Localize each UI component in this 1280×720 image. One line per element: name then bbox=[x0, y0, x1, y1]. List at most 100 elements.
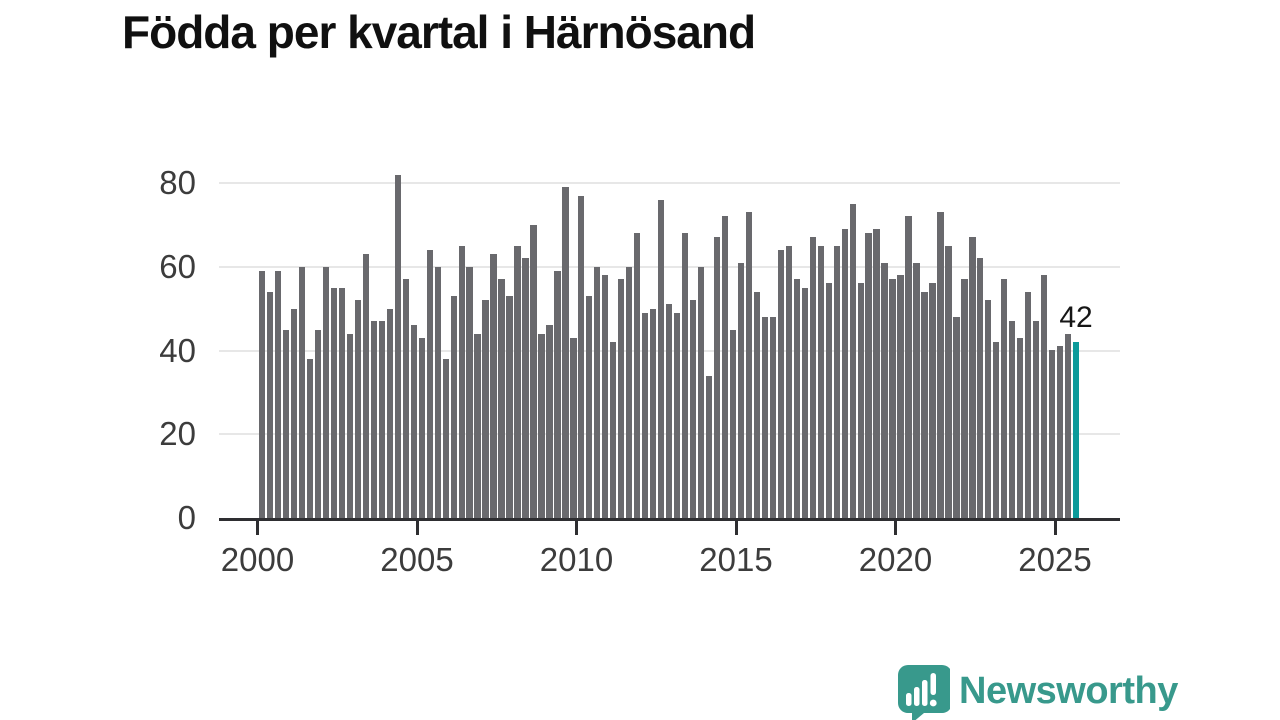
bar-2011-q4 bbox=[634, 233, 641, 518]
bar-2011-q1 bbox=[610, 342, 617, 518]
bar-2018-q4 bbox=[857, 283, 864, 518]
bar-2008-q4 bbox=[538, 334, 545, 518]
bar-2023-q1 bbox=[993, 342, 1000, 518]
bar-2020-q1 bbox=[897, 275, 904, 518]
highlight-value-label: 42 bbox=[1059, 301, 1093, 334]
bar-2004-q2 bbox=[394, 175, 401, 518]
bar-2002-q3 bbox=[338, 288, 346, 518]
bar-2019-q3 bbox=[881, 263, 888, 518]
grid-line bbox=[219, 182, 1120, 184]
bar-2003-q3 bbox=[370, 321, 378, 518]
bar-2016-q4 bbox=[793, 279, 800, 518]
bar-2014-q3 bbox=[721, 216, 729, 518]
bar-2023-q4 bbox=[1017, 338, 1024, 518]
bar-2024-q4 bbox=[1049, 350, 1056, 518]
bar-2008-q3 bbox=[530, 225, 537, 518]
bar-2020-q3 bbox=[913, 263, 920, 518]
bar-2019-q1 bbox=[865, 233, 872, 518]
grid-line bbox=[219, 265, 1120, 268]
bar-2001-q1 bbox=[290, 309, 298, 518]
bar-2000-q4 bbox=[282, 330, 290, 518]
bar-2008-q2 bbox=[522, 258, 529, 518]
bar-2017-q2 bbox=[809, 237, 816, 518]
y-axis-tick-label: 80 bbox=[159, 164, 196, 201]
bar-2019-q4 bbox=[889, 279, 896, 518]
bar-2014-q2 bbox=[713, 237, 721, 518]
bar-2008-q1 bbox=[514, 246, 521, 518]
bar-2002-q2 bbox=[330, 288, 338, 518]
bar-2022-q2 bbox=[969, 237, 976, 518]
bar-2005-q2 bbox=[426, 250, 433, 518]
bar-2012-q2 bbox=[650, 309, 657, 518]
bar-2018-q3 bbox=[849, 204, 856, 518]
bar-2000-q3 bbox=[274, 271, 282, 518]
bar-2007-q3 bbox=[498, 279, 505, 518]
newsworthy-logo-icon bbox=[898, 665, 950, 720]
bar-2001-q3 bbox=[306, 359, 314, 518]
bar-2002-q4 bbox=[346, 334, 354, 518]
x-axis-tick bbox=[734, 521, 738, 535]
bar-2003-q4 bbox=[378, 321, 385, 518]
bar-2018-q1 bbox=[833, 246, 840, 518]
x-axis-tick bbox=[894, 521, 897, 535]
bar-2006-q2 bbox=[458, 246, 465, 518]
bar-2016-q2 bbox=[777, 250, 784, 518]
bar-2017-q1 bbox=[801, 288, 808, 518]
newsworthy-logo-text: Newsworthy bbox=[959, 669, 1178, 712]
bar-2024-q1 bbox=[1025, 292, 1032, 518]
x-axis-tick bbox=[575, 521, 578, 535]
bar-2021-q1 bbox=[929, 283, 936, 518]
bar-2006-q4 bbox=[474, 334, 481, 518]
y-axis-tick-label: 60 bbox=[159, 247, 196, 285]
bar-2010-q2 bbox=[586, 296, 593, 518]
bar-2016-q3 bbox=[785, 246, 792, 518]
bar-2005-q3 bbox=[434, 267, 441, 518]
x-axis-line bbox=[219, 518, 1120, 521]
bar-2015-q4 bbox=[761, 317, 769, 518]
bar-2023-q2 bbox=[1001, 279, 1008, 518]
chart-title: Födda per kvartal i Härnösand bbox=[122, 6, 756, 58]
bar-2000-q2 bbox=[266, 292, 274, 518]
bar-2024-q2 bbox=[1033, 321, 1040, 518]
x-axis-tick-label: 2015 bbox=[699, 541, 773, 578]
bar-2007-q1 bbox=[482, 300, 489, 518]
x-axis-tick bbox=[415, 521, 419, 535]
newsworthy-logo: Newsworthy bbox=[894, 662, 1178, 720]
y-axis-tick-label: 0 bbox=[177, 499, 196, 536]
y-axis-tick-label: 40 bbox=[159, 331, 196, 369]
bar-2014-q4 bbox=[729, 330, 737, 518]
bar-2017-q3 bbox=[817, 246, 824, 518]
bar-2022-q3 bbox=[977, 258, 984, 518]
bar-2019-q2 bbox=[873, 229, 880, 518]
highlighted-bar-2025-q3 bbox=[1072, 342, 1080, 518]
bar-2005-q1 bbox=[418, 338, 425, 518]
bar-2021-q2 bbox=[937, 212, 944, 518]
bar-2015-q3 bbox=[753, 292, 761, 518]
bar-2025-q2 bbox=[1064, 334, 1072, 518]
bar-2020-q4 bbox=[921, 292, 928, 518]
x-axis-tick-label: 2025 bbox=[1018, 541, 1092, 578]
bar-2004-q4 bbox=[410, 325, 417, 518]
bar-2018-q2 bbox=[841, 229, 848, 518]
bar-2011-q3 bbox=[626, 267, 633, 518]
bar-2006-q3 bbox=[466, 267, 473, 518]
bar-2014-q1 bbox=[705, 376, 713, 518]
bar-2011-q2 bbox=[618, 279, 625, 518]
bar-2012-q4 bbox=[665, 304, 673, 518]
bar-2009-q4 bbox=[570, 338, 577, 518]
bar-2006-q1 bbox=[450, 296, 457, 518]
bar-2010-q3 bbox=[594, 267, 601, 518]
bar-2009-q1 bbox=[546, 325, 553, 518]
bar-2020-q2 bbox=[905, 216, 912, 518]
bar-2000-q1 bbox=[259, 271, 266, 518]
bar-2003-q2 bbox=[362, 254, 370, 518]
bar-2022-q4 bbox=[985, 300, 992, 518]
bar-2012-q3 bbox=[658, 200, 665, 518]
bar-2013-q2 bbox=[681, 233, 689, 518]
x-axis-tick bbox=[1053, 521, 1057, 535]
bar-2004-q3 bbox=[402, 279, 409, 518]
bar-2001-q2 bbox=[298, 267, 306, 518]
bar-2010-q1 bbox=[578, 196, 585, 518]
bar-2013-q4 bbox=[697, 267, 705, 518]
bar-2024-q3 bbox=[1041, 275, 1048, 518]
